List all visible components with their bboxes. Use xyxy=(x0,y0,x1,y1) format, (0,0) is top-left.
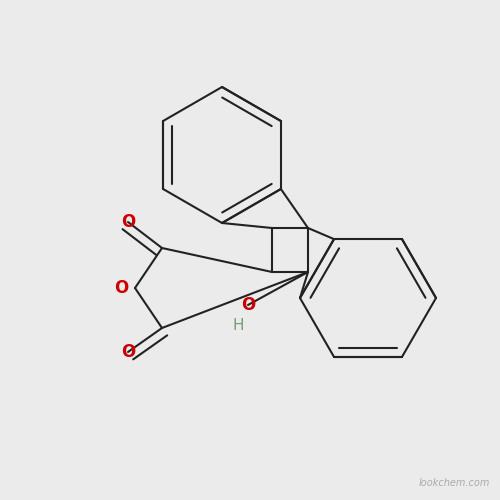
Text: O: O xyxy=(121,213,135,231)
Text: lookchem.com: lookchem.com xyxy=(418,478,490,488)
Text: O: O xyxy=(121,343,135,361)
Text: O: O xyxy=(114,279,128,297)
Text: O: O xyxy=(241,296,255,314)
Text: H: H xyxy=(232,318,244,332)
